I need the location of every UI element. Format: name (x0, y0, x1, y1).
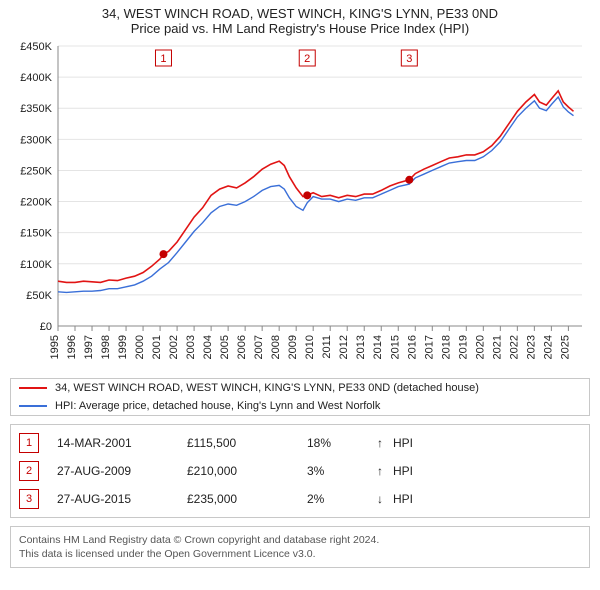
legend-label: HPI: Average price, detached house, King… (55, 400, 380, 412)
svg-text:2013: 2013 (355, 335, 367, 359)
sale-date: 27-AUG-2015 (57, 492, 187, 506)
svg-text:£400K: £400K (20, 72, 52, 84)
svg-text:2004: 2004 (202, 335, 214, 359)
sale-price: £115,500 (187, 436, 307, 450)
table-row: 3 27-AUG-2015£235,0002%↓HPI (11, 485, 589, 513)
sales-table: 114-MAR-2001£115,50018%↑HPI227-AUG-2009£… (10, 424, 590, 518)
svg-text:£200K: £200K (20, 197, 52, 209)
svg-text:£100K: £100K (20, 259, 52, 271)
hpi-label: HPI (393, 436, 433, 450)
footer-line1: Contains HM Land Registry data © Crown c… (19, 533, 581, 547)
sale-index-box: 3 (19, 489, 39, 509)
svg-text:2009: 2009 (287, 335, 299, 359)
arrow-up-icon: ↑ (377, 464, 393, 478)
sale-pct: 2% (307, 492, 377, 506)
svg-text:2024: 2024 (542, 335, 554, 359)
svg-text:2020: 2020 (474, 335, 486, 359)
sale-index-box: 1 (19, 433, 39, 453)
hpi-label: HPI (393, 464, 433, 478)
attribution-footer: Contains HM Land Registry data © Crown c… (10, 526, 590, 568)
svg-text:£250K: £250K (20, 165, 52, 177)
svg-text:2015: 2015 (389, 335, 401, 359)
sale-pct: 3% (307, 464, 377, 478)
svg-text:2022: 2022 (508, 335, 520, 359)
svg-text:2010: 2010 (304, 335, 316, 359)
svg-text:2006: 2006 (236, 335, 248, 359)
svg-text:2021: 2021 (491, 335, 503, 359)
svg-text:£350K: £350K (20, 103, 52, 115)
svg-text:£450K: £450K (20, 41, 52, 53)
svg-text:2012: 2012 (338, 335, 350, 359)
price-chart: £0 £50K £100K £150K £200K £250K £300K £350K £400… (10, 40, 590, 370)
sale-date: 27-AUG-2009 (57, 464, 187, 478)
sale-price: £235,000 (187, 492, 307, 506)
chart-svg: £0 £50K £100K £150K £200K £250K £300K £350K £400… (10, 40, 590, 370)
svg-text:3: 3 (406, 53, 412, 65)
sale-dot-3 (405, 176, 413, 184)
legend-item-1: HPI: Average price, detached house, King… (11, 397, 589, 415)
sale-dot-2 (303, 191, 311, 199)
svg-text:1996: 1996 (66, 335, 78, 359)
arrow-up-icon: ↑ (377, 436, 393, 450)
svg-text:£300K: £300K (20, 134, 52, 146)
chart-title-line1: 34, WEST WINCH ROAD, WEST WINCH, KING'S … (10, 6, 590, 21)
svg-text:2002: 2002 (168, 335, 180, 359)
svg-text:1997: 1997 (83, 335, 95, 359)
svg-text:1995: 1995 (49, 335, 61, 359)
sale-pct: 18% (307, 436, 377, 450)
svg-text:£150K: £150K (20, 228, 52, 240)
sale-price: £210,000 (187, 464, 307, 478)
svg-text:1999: 1999 (117, 335, 129, 359)
svg-text:1: 1 (160, 53, 166, 65)
svg-text:2018: 2018 (440, 335, 452, 359)
svg-text:2025: 2025 (559, 335, 571, 359)
svg-text:2011: 2011 (321, 335, 333, 359)
table-row: 2 27-AUG-2009£210,0003%↑HPI (11, 457, 589, 485)
svg-text:2007: 2007 (253, 335, 265, 359)
legend-swatch (19, 405, 47, 407)
svg-text:1998: 1998 (100, 335, 112, 359)
svg-text:2019: 2019 (457, 335, 469, 359)
chart-title-line2: Price paid vs. HM Land Registry's House … (10, 21, 590, 36)
legend: 34, WEST WINCH ROAD, WEST WINCH, KING'S … (10, 378, 590, 416)
footer-line2: This data is licensed under the Open Gov… (19, 547, 581, 561)
svg-text:2005: 2005 (219, 335, 231, 359)
table-row: 1 14-MAR-2001£115,50018%↑HPI (11, 429, 589, 457)
svg-text:£50K: £50K (26, 290, 52, 302)
svg-text:2014: 2014 (372, 335, 384, 359)
svg-text:2: 2 (304, 53, 310, 65)
svg-text:2003: 2003 (185, 335, 197, 359)
sale-date: 14-MAR-2001 (57, 436, 187, 450)
arrow-down-icon: ↓ (377, 492, 393, 506)
sale-dot-1 (159, 250, 167, 258)
svg-text:2008: 2008 (270, 335, 282, 359)
svg-text:2000: 2000 (134, 335, 146, 359)
legend-label: 34, WEST WINCH ROAD, WEST WINCH, KING'S … (55, 382, 479, 394)
svg-text:2016: 2016 (406, 335, 418, 359)
legend-item-0: 34, WEST WINCH ROAD, WEST WINCH, KING'S … (11, 379, 589, 397)
svg-text:£0: £0 (40, 321, 52, 333)
svg-text:2023: 2023 (525, 335, 537, 359)
svg-text:2017: 2017 (423, 335, 435, 359)
svg-text:2001: 2001 (151, 335, 163, 359)
legend-swatch (19, 387, 47, 389)
hpi-label: HPI (393, 492, 433, 506)
sale-index-box: 2 (19, 461, 39, 481)
